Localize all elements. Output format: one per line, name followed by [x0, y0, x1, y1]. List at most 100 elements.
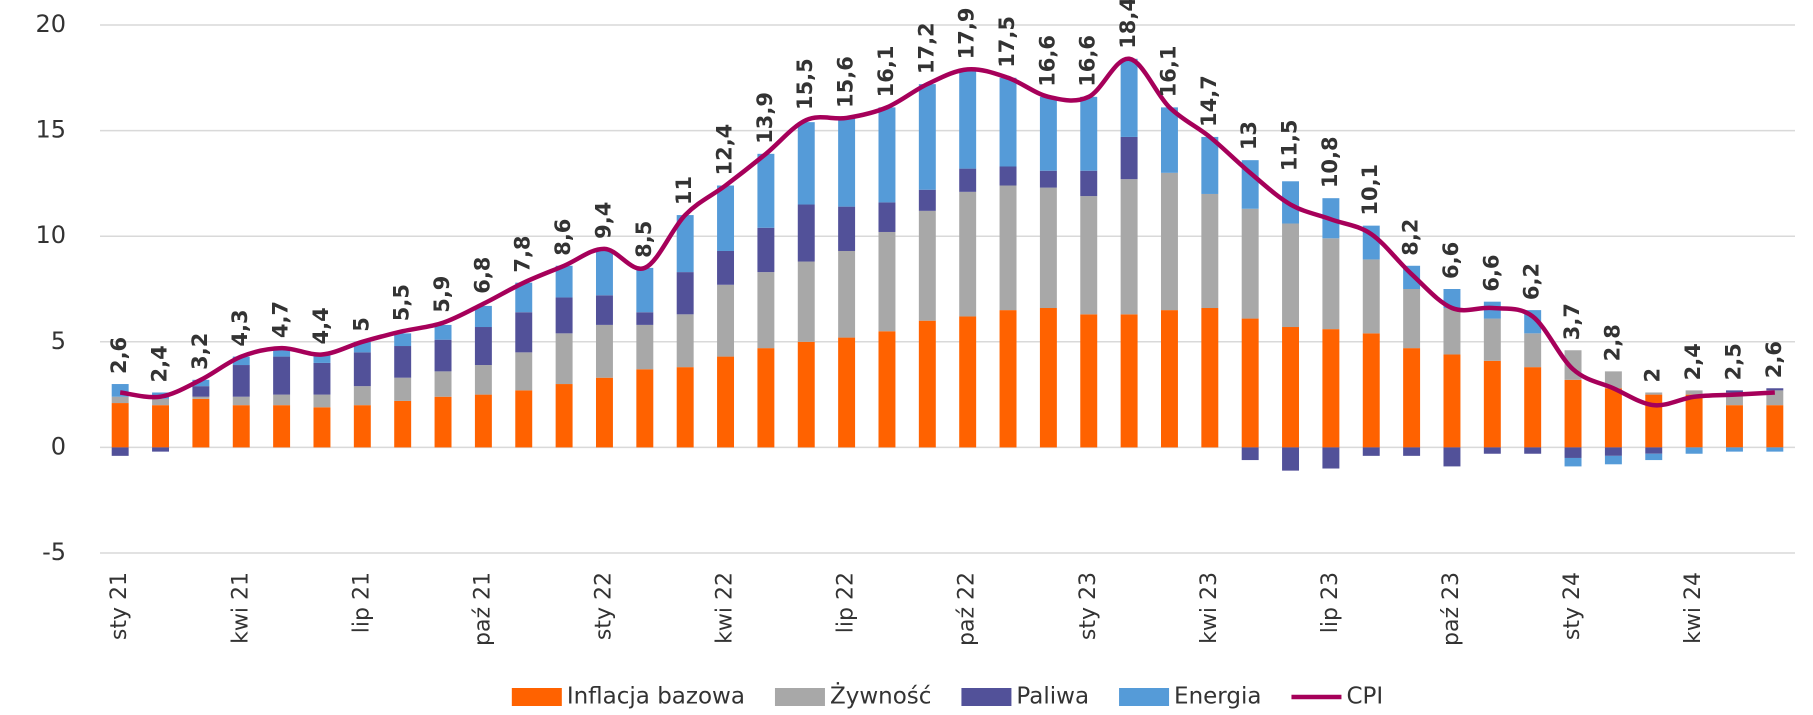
value-label: 2,6 [1762, 341, 1786, 378]
bar-segment [999, 310, 1017, 448]
bar-segment [555, 265, 573, 298]
bar-segment [1120, 314, 1138, 448]
cpi-line [119, 56, 1775, 408]
bar-segment [1685, 447, 1703, 454]
bar-segment [1443, 447, 1461, 467]
bar-segment [1645, 447, 1663, 454]
bar-segment [999, 185, 1017, 311]
value-label: 8,6 [551, 219, 575, 256]
bar-segment [1160, 107, 1178, 173]
bar-segment [1201, 193, 1219, 309]
bar-segment [878, 107, 896, 203]
bar-segment [999, 77, 1017, 167]
bar-segment [959, 71, 977, 169]
value-label: 13 [1237, 121, 1261, 150]
value-label: 5 [349, 317, 373, 332]
value-label: 2,5 [1721, 343, 1745, 380]
legend-label: CPI [1346, 684, 1383, 710]
y-tick-label: -5 [42, 538, 66, 566]
bar-segment [1403, 447, 1421, 456]
bar-segment [394, 400, 412, 448]
bar-segment [595, 295, 613, 325]
bar-segment [1524, 333, 1542, 368]
bar-segment [232, 365, 250, 397]
bar-segment [878, 331, 896, 448]
value-label: 4,3 [228, 309, 252, 346]
bar-segment [1645, 394, 1663, 448]
value-label: 5,5 [390, 284, 414, 321]
bar-segment [1282, 327, 1300, 448]
bar-segment [595, 250, 613, 296]
value-label: 5,9 [430, 276, 454, 313]
bar-segment [474, 327, 492, 366]
bar-segment [676, 314, 694, 368]
y-tick-label: 0 [51, 432, 66, 460]
legend-label: Paliwa [1016, 684, 1089, 710]
bar-segment [555, 297, 573, 334]
bar-segment [1443, 308, 1461, 355]
x-tick-label: kwi 21 [228, 572, 253, 644]
bar-segment [717, 356, 735, 448]
bar-segment [353, 341, 371, 353]
value-label: 6,6 [1479, 254, 1503, 291]
bar-segment [515, 282, 533, 313]
value-label: 3,7 [1560, 303, 1584, 340]
x-tick-label: kwi 24 [1681, 572, 1706, 644]
bar-segment [878, 231, 896, 332]
bar-segment [273, 394, 291, 406]
bar-segment [999, 166, 1017, 186]
value-label: 17,2 [914, 22, 938, 74]
bar-segment [878, 202, 896, 232]
y-tick-label: 10 [35, 221, 66, 249]
bar-segment [1322, 329, 1340, 448]
value-label: 17,9 [955, 8, 979, 60]
bar-segment [434, 371, 452, 397]
bar-segment [636, 312, 654, 325]
bar-segment [192, 386, 210, 397]
bar-segment [717, 284, 735, 357]
bar-segment [313, 407, 331, 448]
legend-swatch [1119, 688, 1170, 706]
bar-segment [232, 396, 250, 406]
bar-segment [1322, 238, 1340, 330]
bar-segment [1201, 136, 1219, 194]
bar-segment [1524, 367, 1542, 448]
value-label: 7,8 [511, 235, 535, 272]
bar-segment [1160, 172, 1178, 311]
x-tick-label: sty 21 [107, 572, 132, 640]
bar-segment [918, 320, 936, 448]
value-label: 10,8 [1318, 136, 1342, 188]
bar-segment [1241, 447, 1259, 461]
bar-segment [1160, 310, 1178, 448]
bar-segment [1725, 405, 1743, 448]
bar-segment [111, 396, 129, 404]
bar-segment [676, 367, 694, 448]
value-label: 2 [1641, 368, 1665, 383]
bar-segment [1241, 208, 1259, 319]
bar-segment [838, 206, 856, 251]
bar-segment [1039, 170, 1057, 188]
bar-segment [1120, 58, 1138, 137]
value-label: 15,6 [834, 56, 858, 108]
bar-segment [717, 250, 735, 285]
x-tick-label: paź 21 [470, 572, 495, 646]
bar-segment [152, 398, 170, 406]
bar-segment [1443, 354, 1461, 448]
bar-segment [1120, 136, 1138, 180]
legend-swatch [961, 688, 1012, 706]
x-tick-label: lip 22 [834, 572, 859, 633]
bar-segment [636, 369, 654, 448]
bar-segment [353, 386, 371, 406]
bar-segment [838, 250, 856, 338]
bar-segment [1564, 457, 1582, 467]
bar-segment [1039, 96, 1057, 171]
bar-segment [676, 215, 694, 273]
bar-segment [474, 394, 492, 448]
bar-segment [232, 405, 250, 448]
bar-segment [1080, 196, 1098, 315]
bar-segment [1685, 390, 1703, 395]
bar-segment [1604, 455, 1622, 465]
bar-segment [959, 168, 977, 192]
bar-segment [757, 272, 775, 349]
bar-segment [757, 348, 775, 448]
